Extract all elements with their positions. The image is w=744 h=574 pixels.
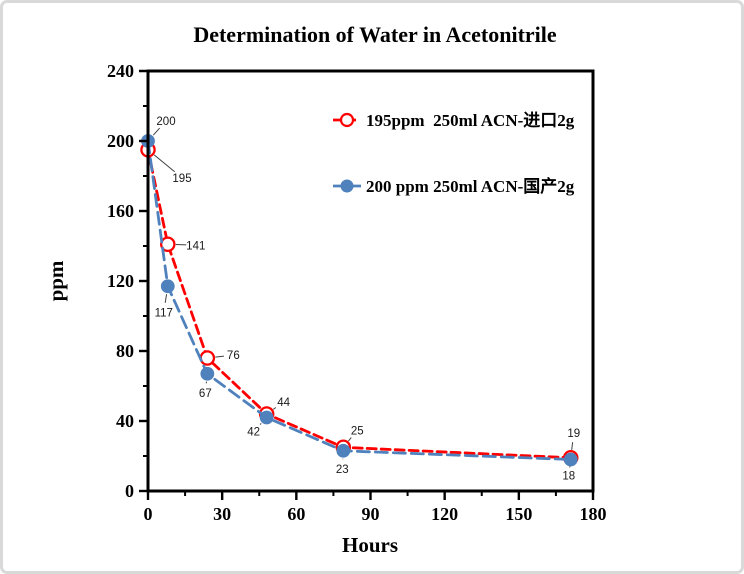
data-point-marker <box>160 279 175 294</box>
water-determination-chart: 195 141 76 44 25 19 200 117 67 42 23 18 0 40 80 120 160… <box>44 22 607 557</box>
y-axis-tick-label: 80 <box>116 341 134 361</box>
y-axis-tick-label: 200 <box>107 131 134 151</box>
label-leader-line <box>272 407 277 410</box>
legend-item: 195ppm 250ml ACN-进口2g <box>333 111 575 130</box>
label-leader-line <box>259 423 262 425</box>
data-point-marker <box>200 366 215 381</box>
label-leader-line <box>153 154 175 173</box>
y-axis-tick-label: 240 <box>107 61 134 81</box>
legend-label: 195ppm 250ml ACN-进口2g <box>366 111 575 130</box>
data-point-marker <box>199 350 216 366</box>
label-leader-line <box>215 355 224 358</box>
data-point-marker <box>160 236 176 252</box>
legend: 195ppm 250ml ACN-进口2g 200 ppm 250ml ACN-国… <box>333 111 575 196</box>
data-point-value-label: 42 <box>247 427 260 439</box>
y-axis-tick-label: 0 <box>125 481 134 501</box>
x-axis-tick-label: 30 <box>213 504 231 524</box>
data-point-value-label: 23 <box>336 464 349 476</box>
plot-frame <box>146 69 595 493</box>
data-point-value-label: 44 <box>277 397 290 409</box>
chart-title: Determination of Water in Acetonitrile <box>193 22 557 47</box>
axes-layer: 0 40 80 120 160 200 240 0 30 60 90 120 150 180 <box>107 61 607 524</box>
label-leader-line <box>571 442 574 450</box>
data-point-value-label: 141 <box>186 240 205 252</box>
data-point-value-label: 18 <box>562 471 575 483</box>
data-point-value-label: 117 <box>155 307 173 319</box>
filled-circle-marker-icon <box>340 179 354 193</box>
data-point-value-label: 200 <box>156 116 175 128</box>
data-point-value-label: 25 <box>351 425 364 437</box>
x-axis-tick-label: 60 <box>287 504 305 524</box>
series-domestic-acn: 200 117 67 42 23 18 <box>141 116 578 483</box>
series-line <box>146 139 573 461</box>
series-line <box>146 148 573 460</box>
data-point-value-label: 19 <box>567 428 580 440</box>
label-leader-line <box>152 127 161 136</box>
open-circle-marker-icon <box>339 112 355 128</box>
data-point-marker <box>259 410 274 425</box>
legend-label: 200 ppm 250ml ACN-国产2g <box>366 176 575 196</box>
x-axis-tick-label: 90 <box>362 504 380 524</box>
label-leader-line <box>164 294 168 303</box>
data-point-marker <box>336 443 351 458</box>
x-axis-tick-label: 150 <box>505 504 532 524</box>
data-point-value-label: 67 <box>199 388 212 400</box>
label-leader-line <box>348 437 352 442</box>
x-axis-tick-label: 180 <box>580 504 607 524</box>
y-axis-tick-label: 120 <box>107 271 134 291</box>
x-axis-label: Hours <box>342 533 398 557</box>
y-axis-tick-label: 160 <box>107 201 134 221</box>
data-point-marker <box>563 452 578 467</box>
data-point-value-label: 195 <box>172 173 191 185</box>
y-axis-tick-label: 40 <box>116 411 134 431</box>
y-axis-label: ppm <box>44 260 68 301</box>
x-axis-tick-label: 0 <box>144 504 153 524</box>
x-axis-tick-label: 120 <box>431 504 458 524</box>
data-point-value-label: 76 <box>227 350 240 362</box>
legend-item: 200 ppm 250ml ACN-国产2g <box>333 176 575 196</box>
series-layer: 195 141 76 44 25 19 200 117 67 42 23 18 <box>140 116 580 483</box>
